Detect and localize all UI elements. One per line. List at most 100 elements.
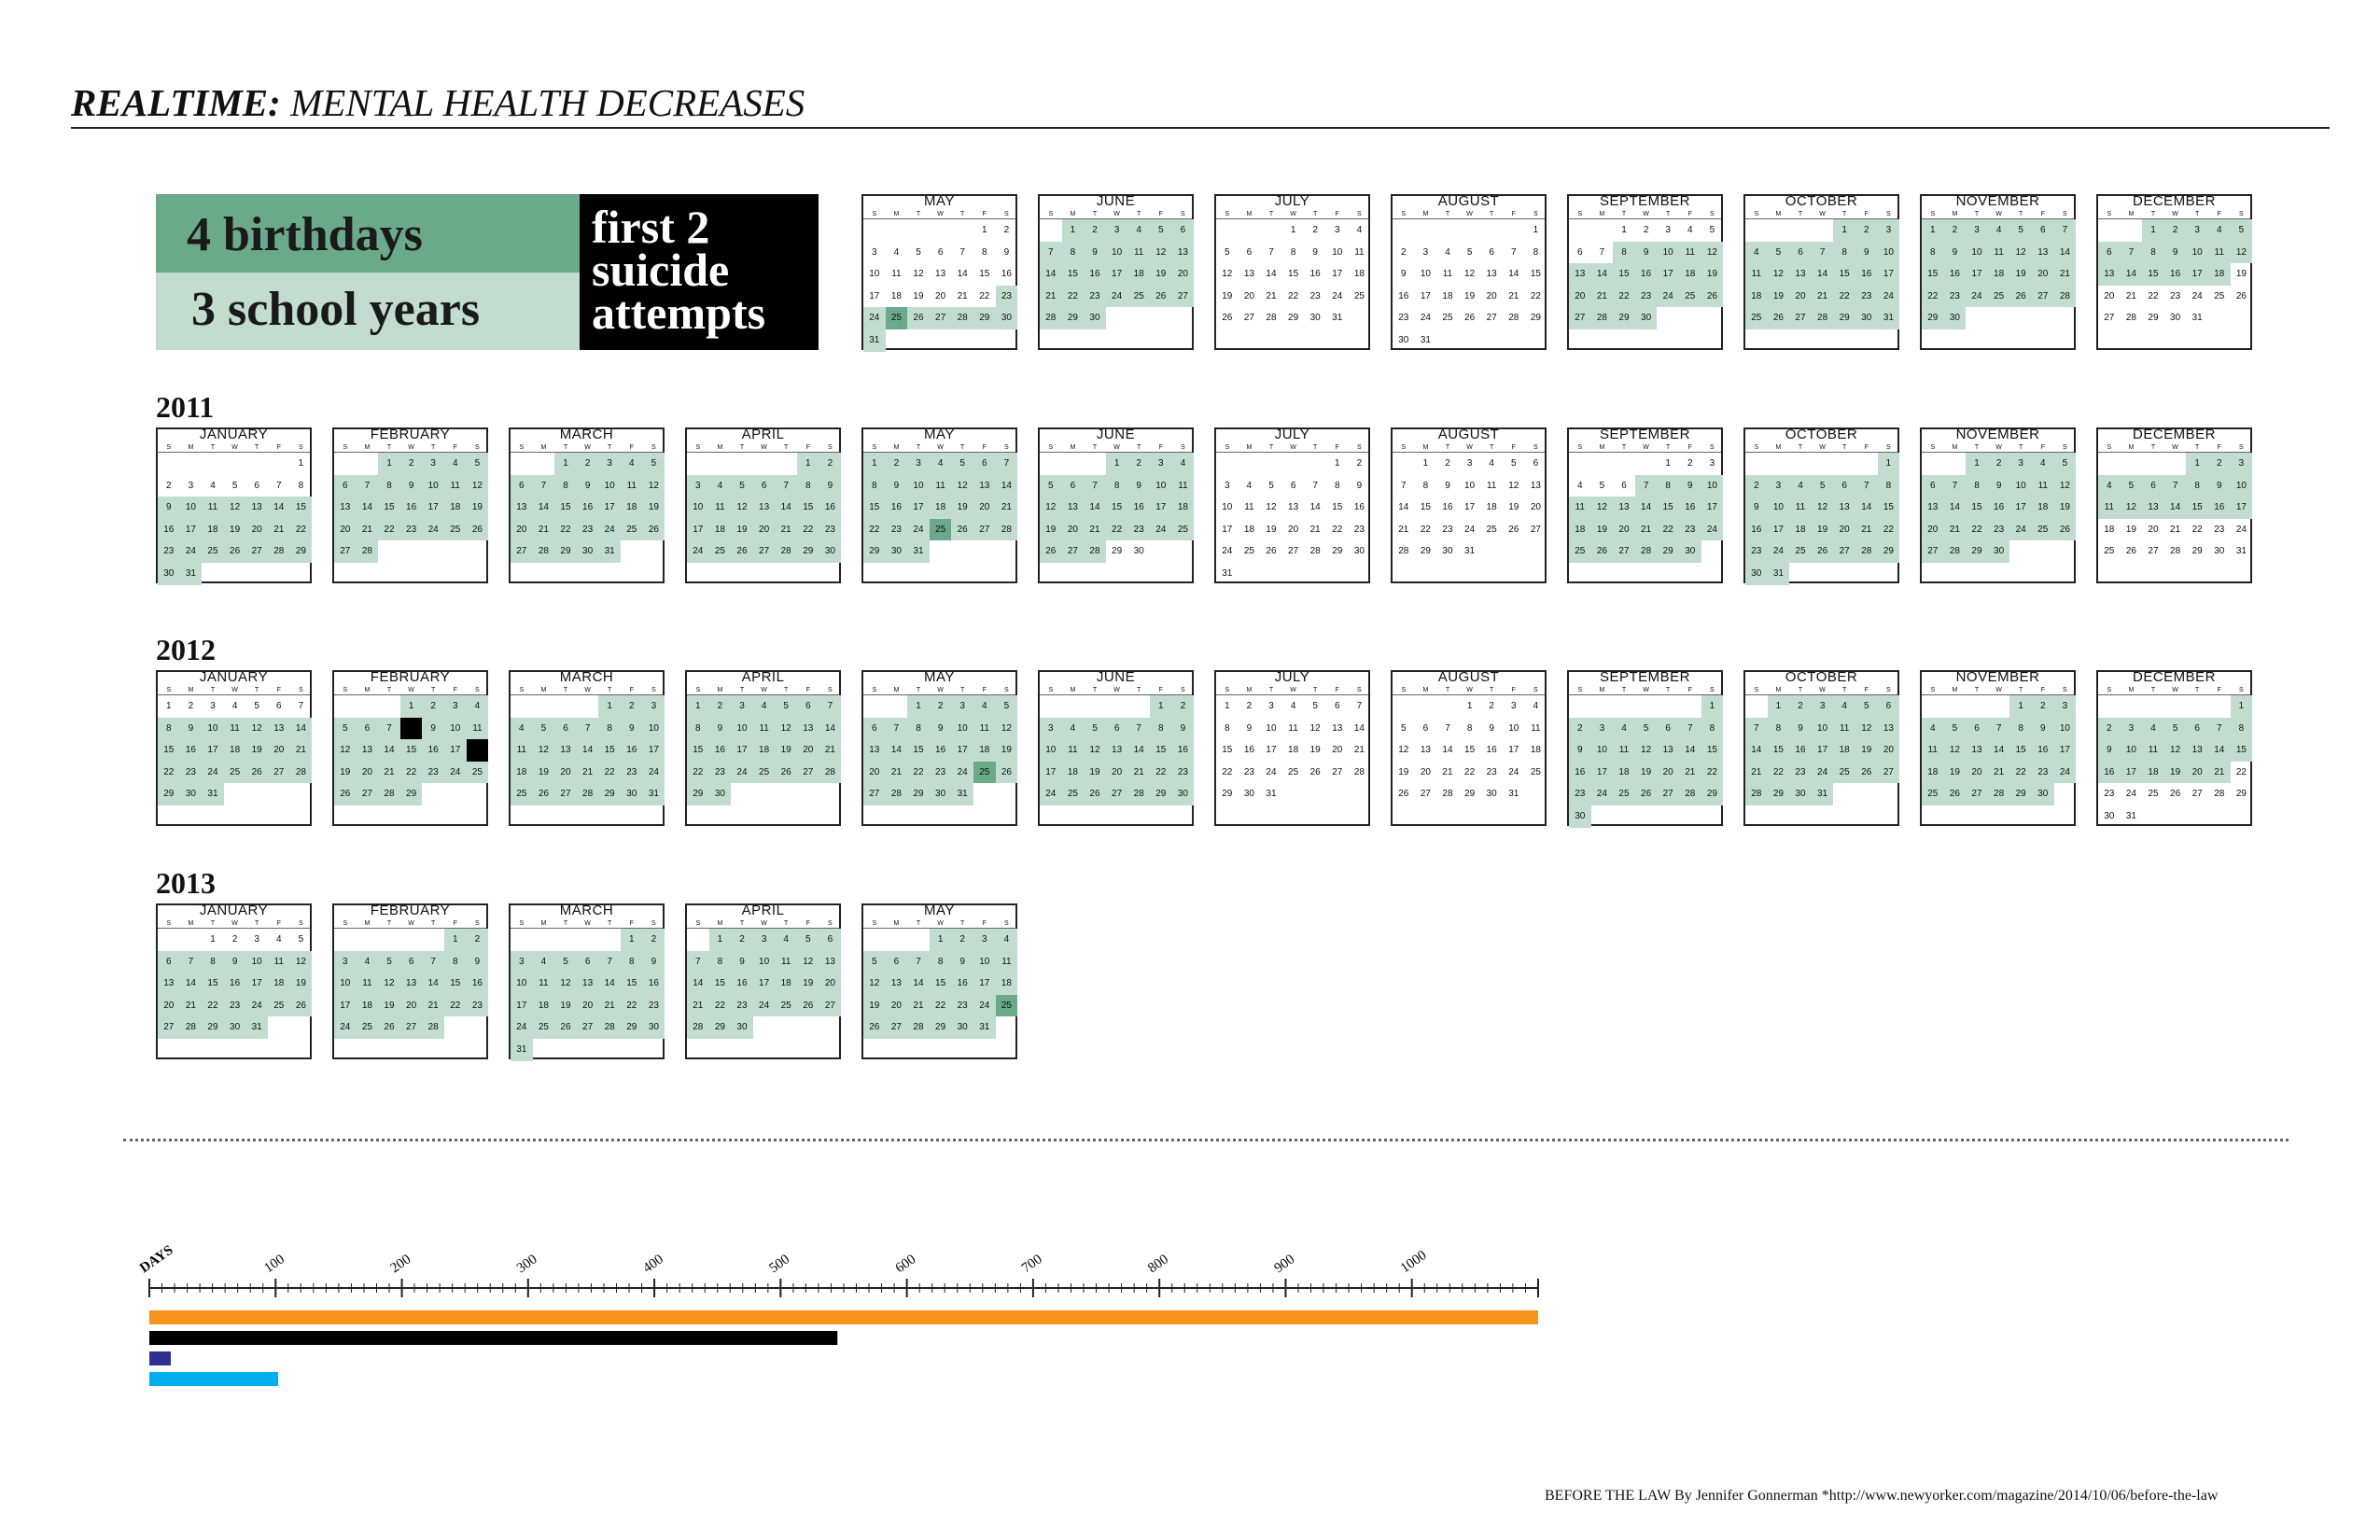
- day-cell: 30: [179, 783, 203, 805]
- day-cell: 8: [1922, 241, 1944, 264]
- day-cell: 13: [554, 739, 577, 762]
- day-cell: 20: [158, 994, 180, 1017]
- day-cell: 27: [2032, 285, 2054, 308]
- weekday-letter: T: [386, 687, 392, 693]
- day-cell: 17: [869, 290, 880, 301]
- day-cell: 3: [1422, 246, 1429, 258]
- month-name: JUNE: [1096, 193, 1136, 209]
- month-november: NOVEMBER S M T W T F S 1 2 3 4 5 6 7 8 9 10 11 12 13 14 15 16 17…: [1920, 670, 2077, 826]
- day-cell: 29: [1966, 540, 1988, 563]
- day-cell: 24: [2053, 761, 2077, 784]
- day-cell: 8: [1061, 241, 1085, 264]
- day-cell: 17: [1150, 497, 1172, 519]
- day-cell: 3: [598, 453, 621, 475]
- day-cell: 27: [1243, 313, 1254, 324]
- day-cell: 22: [1966, 518, 1988, 541]
- day-cell: 9: [731, 950, 753, 973]
- day-cell: 6: [1422, 722, 1429, 734]
- day-cell: 19: [797, 973, 819, 995]
- day-cell: 24: [863, 307, 886, 329]
- day-cell: 6: [554, 717, 577, 740]
- day-cell: 4: [1246, 480, 1253, 491]
- day-cell: 2: [1643, 225, 1649, 235]
- month-name: APRIL: [741, 903, 785, 918]
- day-cell: 17: [2120, 761, 2143, 784]
- day-cell: 6: [1171, 219, 1195, 242]
- day-cell: 10: [1464, 480, 1476, 491]
- day-cell: 9: [1745, 497, 1768, 519]
- tick-label: 500: [766, 1252, 792, 1276]
- day-cell: 29: [708, 1016, 732, 1039]
- day-cell: 16: [576, 497, 599, 519]
- day-cell: 16: [1855, 263, 1878, 286]
- day-cell: 7: [2163, 474, 2187, 497]
- weekday-letter: W: [1819, 211, 1826, 217]
- day-cell: 6: [797, 695, 819, 718]
- day-cell: 4: [775, 929, 797, 951]
- day-cell: 22: [1288, 290, 1299, 301]
- day-cell: 9: [621, 717, 643, 740]
- day-cell: 9: [576, 474, 599, 497]
- day-cell: 10: [642, 717, 665, 740]
- school-years-box: 3 school years: [156, 273, 580, 350]
- day-cell: 29: [1613, 307, 1635, 329]
- day-cell: 15: [1701, 739, 1724, 762]
- day-cell: 21: [1084, 518, 1106, 541]
- day-cell: 2: [1489, 701, 1494, 711]
- weekday-letter: W: [408, 920, 414, 927]
- weekday-letter: T: [784, 444, 789, 451]
- day-cell: 22: [1332, 524, 1343, 535]
- weekday-letter: F: [1687, 444, 1692, 451]
- day-cell: 29: [289, 540, 313, 563]
- weekday-letter: S: [299, 444, 303, 451]
- day-cell: 13: [1833, 497, 1855, 519]
- day-cell: 28: [2125, 313, 2136, 324]
- day-cell: 30: [1084, 307, 1106, 329]
- month-name: NOVEMBER: [1955, 193, 2040, 209]
- month-august: AUGUST S M T W T F S 1 2 3 4 5 6 7 8 9 10 11 12 13 14 15 16 17 18…: [1391, 427, 1547, 583]
- day-cell: 12: [1266, 502, 1277, 513]
- day-cell: 5: [1312, 701, 1318, 711]
- day-cell: 17: [731, 739, 753, 762]
- day-cell: 12: [1508, 480, 1519, 491]
- day-cell: 28: [1855, 540, 1878, 563]
- day-cell: 5: [298, 934, 304, 945]
- day-cell: 4: [973, 695, 996, 718]
- day-cell: 23: [2170, 290, 2181, 301]
- day-cell: 7: [576, 717, 599, 740]
- month-name: NOVEMBER: [1955, 427, 2040, 442]
- weekday-letter: S: [475, 444, 480, 451]
- day-cell: 12: [1701, 241, 1724, 264]
- day-cell: 21: [1987, 761, 2010, 784]
- day-cell: 19: [289, 973, 313, 995]
- weekday-letter: S: [299, 920, 303, 927]
- weekday-letter: S: [519, 444, 525, 451]
- day-cell: 20: [334, 518, 357, 541]
- day-cell: 20: [1332, 745, 1343, 756]
- day-cell: 15: [1464, 745, 1476, 756]
- day-cell: 4: [1290, 701, 1296, 711]
- weekday-letter: F: [1864, 687, 1869, 693]
- day-cell: 10: [511, 973, 533, 995]
- day-cell: 29: [1464, 789, 1476, 800]
- day-cell: 11: [444, 474, 467, 497]
- weekday-letter: F: [1335, 444, 1339, 451]
- day-cell: 22: [158, 761, 180, 784]
- day-cell: 6: [1246, 246, 1253, 258]
- weekday-letter: S: [1181, 444, 1185, 451]
- day-cell: 20: [576, 994, 599, 1017]
- weekday-letter: S: [519, 920, 525, 927]
- day-cell: 12: [1590, 497, 1614, 519]
- day-cell: 24: [245, 994, 268, 1017]
- day-cell: 18: [356, 994, 379, 1017]
- day-cell: 20: [1569, 285, 1591, 308]
- weekday-letter: F: [1864, 211, 1869, 217]
- weekday-letter: S: [1930, 211, 1936, 217]
- weekday-letter: F: [1511, 444, 1516, 451]
- month-september: SEPTEMBER S M T W T F S 1 2 3 4 5 6 7 8 9 10 11 12 13 14 15 16 1…: [1567, 194, 1724, 350]
- weekday-divider: [334, 452, 486, 453]
- day-cell: 12: [1222, 269, 1233, 280]
- day-cell: 15: [907, 739, 930, 762]
